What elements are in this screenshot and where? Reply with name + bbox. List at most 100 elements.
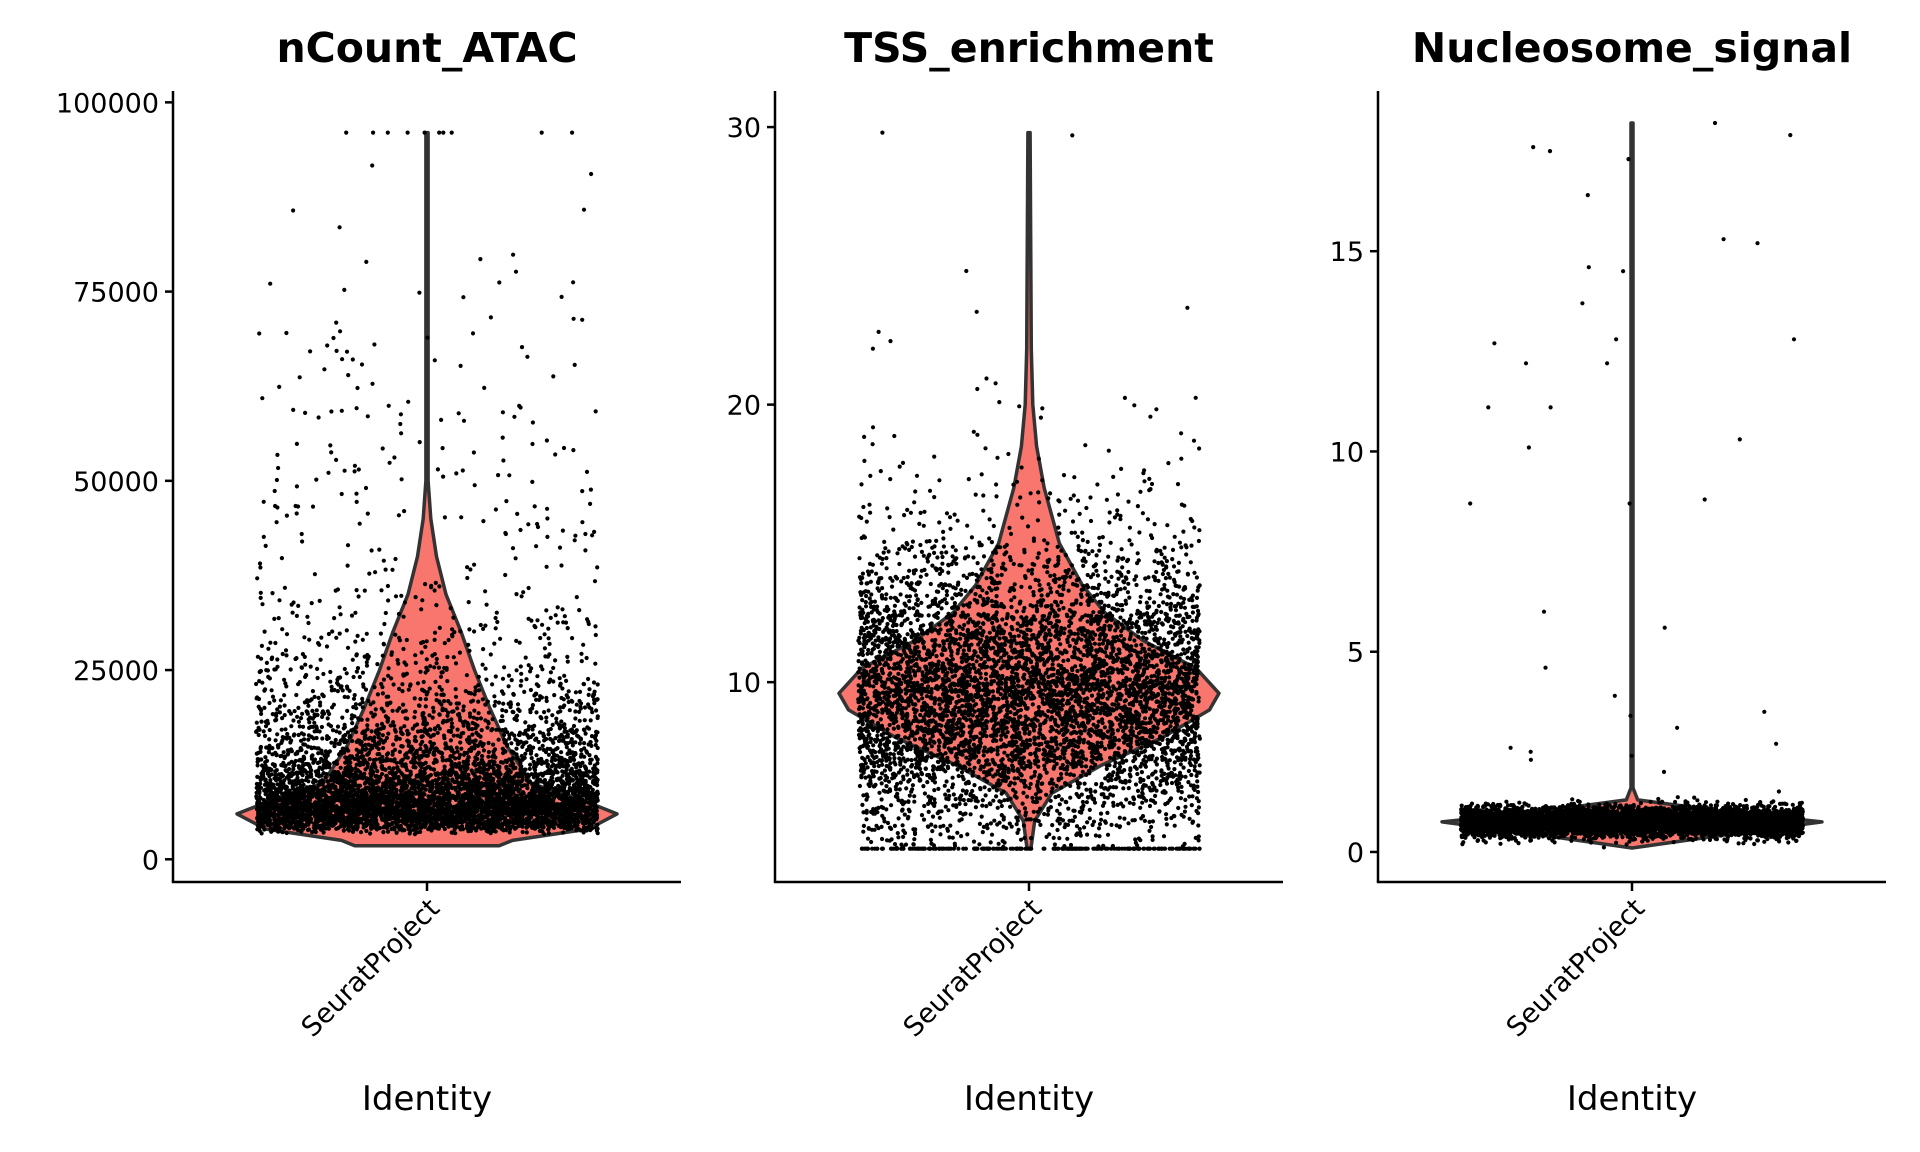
data-point [356,717,361,722]
data-point [503,816,508,821]
data-point [292,788,297,794]
data-point [574,765,579,770]
data-point [284,830,289,836]
data-point [299,747,304,753]
data-point [492,641,497,646]
data-point [594,738,599,743]
data-point [507,736,512,741]
data-point [306,703,311,708]
data-point [355,753,360,758]
data-point [541,825,546,830]
data-point [375,769,380,774]
data-point [341,828,346,833]
data-point [437,625,442,631]
data-point [263,543,268,549]
data-point [394,790,399,795]
data-point [342,287,347,292]
data-point [544,715,549,720]
data-point [485,699,490,704]
data-point [573,533,578,538]
data-point [393,556,398,562]
data-point [407,816,413,821]
data-point [365,764,370,770]
data-point [338,765,343,770]
data-point [363,747,368,752]
data-point [432,358,437,363]
data-point [501,458,506,463]
data-point [354,499,359,504]
data-point [319,724,324,730]
data-point [550,750,555,755]
data-point [466,642,471,648]
data-point [295,714,300,719]
data-point [385,583,390,589]
data-point [595,565,600,570]
data-point [450,777,455,782]
data-point [515,511,520,516]
data-point [315,675,320,681]
data-point [532,504,537,509]
data-point [425,335,430,340]
data-point [413,709,418,714]
data-point [456,411,461,416]
data-point [422,770,427,776]
data-point [394,760,399,765]
data-point [425,776,430,781]
data-point [299,771,304,776]
data-point [391,720,396,725]
data-point [525,748,530,753]
data-point [581,830,586,835]
data-point [399,431,404,436]
data-point [386,694,391,699]
data-point [446,808,451,813]
data-point [282,585,287,590]
data-point [340,814,346,819]
data-point [342,694,347,700]
data-point [298,716,304,721]
data-point [577,608,582,613]
data-point [468,567,473,572]
data-point [529,618,534,623]
data-point [386,403,391,408]
data-point [459,515,464,520]
data-point [516,789,521,794]
data-point [267,819,272,824]
data-point [270,694,276,699]
data-point [381,745,386,751]
data-point [431,807,436,812]
data-point [440,670,445,675]
data-point [350,721,355,726]
data-point [393,632,398,637]
data-point [500,708,505,713]
data-point [300,763,306,768]
data-point [458,363,463,368]
data-point [355,817,360,822]
data-point [517,403,522,408]
data-point [509,741,514,746]
data-point [281,763,286,768]
data-point [434,661,439,666]
data-point [337,631,342,636]
data-point [381,830,386,835]
data-point [493,674,498,679]
data-point [445,654,450,660]
data-point [255,763,260,768]
data-point [397,736,402,741]
data-point [395,708,400,713]
data-point [473,685,478,690]
data-point [390,752,395,757]
data-point [469,699,474,704]
data-point [557,676,562,681]
data-point [498,636,503,641]
data-point [493,804,499,809]
data-point [475,756,480,762]
data-point [400,709,406,714]
data-point [595,682,600,687]
data-point [401,646,406,652]
data-point [545,534,550,540]
data-point [330,728,336,733]
data-point [370,381,375,386]
data-point [351,696,357,701]
data-point [272,616,277,622]
data-point [419,755,424,760]
